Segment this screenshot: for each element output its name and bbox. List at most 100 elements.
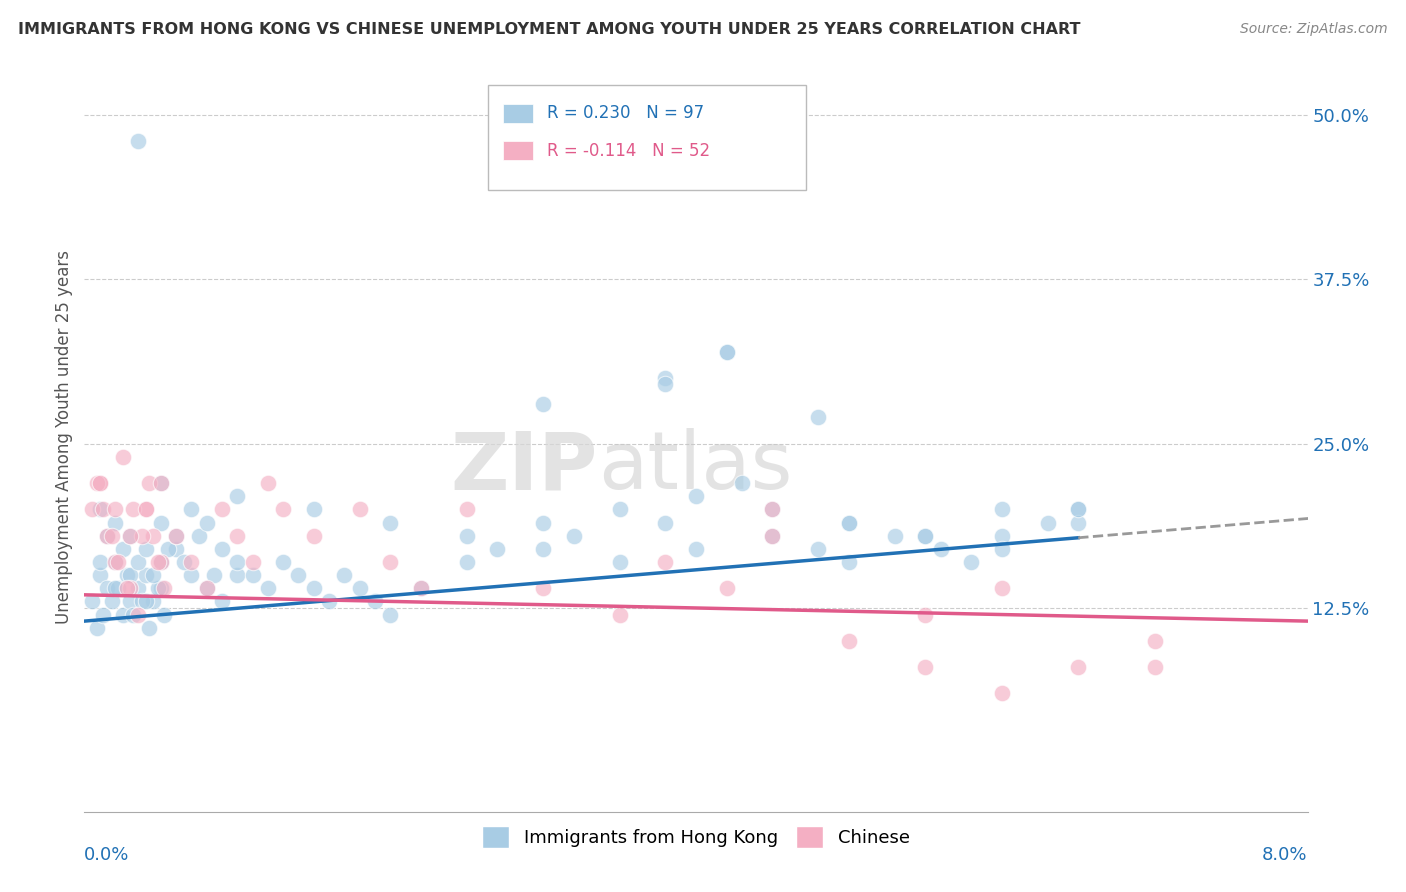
Point xyxy=(135,541,157,556)
Text: R = 0.230   N = 97: R = 0.230 N = 97 xyxy=(547,104,704,122)
Point xyxy=(149,516,172,530)
Point xyxy=(153,581,176,595)
Point xyxy=(302,581,325,595)
Point xyxy=(991,502,1014,516)
Point xyxy=(349,502,371,516)
Point xyxy=(380,607,402,622)
Point xyxy=(991,529,1014,543)
Point xyxy=(380,516,402,530)
Point xyxy=(89,568,111,582)
Point xyxy=(257,476,280,491)
Point xyxy=(318,594,340,608)
Point xyxy=(180,568,202,582)
Point xyxy=(838,516,860,530)
Point xyxy=(609,607,631,622)
Point xyxy=(120,529,142,543)
Point xyxy=(120,529,142,543)
Text: 0.0%: 0.0% xyxy=(84,847,129,864)
Point xyxy=(654,371,676,385)
Point xyxy=(96,581,118,595)
Point xyxy=(1036,516,1059,530)
Point xyxy=(380,555,402,569)
Point xyxy=(1143,660,1166,674)
Point xyxy=(127,607,149,622)
Point xyxy=(302,529,325,543)
Point xyxy=(838,555,860,569)
Point xyxy=(333,568,356,582)
Point xyxy=(654,516,676,530)
Point xyxy=(173,555,195,569)
Point xyxy=(1067,516,1090,530)
Point xyxy=(531,541,554,556)
Point xyxy=(89,476,111,491)
Point xyxy=(142,529,165,543)
Point xyxy=(195,516,218,530)
Point xyxy=(716,344,738,359)
Text: ZIP: ZIP xyxy=(451,428,598,506)
Point xyxy=(157,541,180,556)
Point xyxy=(104,555,127,569)
Text: atlas: atlas xyxy=(598,428,793,506)
Point xyxy=(104,502,127,516)
Point xyxy=(111,450,134,464)
Point xyxy=(716,344,738,359)
Point xyxy=(716,581,738,595)
Point xyxy=(287,568,309,582)
Point xyxy=(456,529,478,543)
Point xyxy=(1143,633,1166,648)
Point xyxy=(149,581,172,595)
Point xyxy=(226,568,249,582)
Point xyxy=(409,581,432,595)
Point xyxy=(149,476,172,491)
Point xyxy=(89,476,111,491)
Point xyxy=(111,607,134,622)
Point xyxy=(91,502,114,516)
Point xyxy=(149,476,172,491)
Point xyxy=(138,621,160,635)
Point xyxy=(685,541,707,556)
Text: 8.0%: 8.0% xyxy=(1263,847,1308,864)
Point xyxy=(211,594,233,608)
Point xyxy=(960,555,983,569)
Point xyxy=(142,594,165,608)
Point xyxy=(195,581,218,595)
Point xyxy=(135,502,157,516)
Point xyxy=(195,581,218,595)
Point xyxy=(120,594,142,608)
Point xyxy=(107,581,129,595)
Point xyxy=(135,502,157,516)
Point xyxy=(165,541,187,556)
Point xyxy=(456,555,478,569)
Point xyxy=(654,377,676,392)
Point xyxy=(991,541,1014,556)
Point xyxy=(914,607,936,622)
Point xyxy=(86,621,108,635)
Point xyxy=(914,529,936,543)
Point xyxy=(991,581,1014,595)
Point xyxy=(146,555,169,569)
Point xyxy=(761,502,783,516)
Point xyxy=(1067,502,1090,516)
Point xyxy=(609,555,631,569)
Point xyxy=(761,529,783,543)
Point xyxy=(153,607,176,622)
Point xyxy=(149,555,172,569)
Point xyxy=(122,502,145,516)
Point xyxy=(131,594,153,608)
FancyBboxPatch shape xyxy=(488,85,806,190)
Point xyxy=(135,568,157,582)
Point xyxy=(929,541,952,556)
Point xyxy=(131,529,153,543)
Point xyxy=(127,134,149,148)
Point xyxy=(531,516,554,530)
Point xyxy=(531,581,554,595)
Point xyxy=(685,489,707,503)
Point xyxy=(127,555,149,569)
Point xyxy=(761,529,783,543)
Point xyxy=(104,516,127,530)
Point xyxy=(101,529,124,543)
Point xyxy=(115,568,138,582)
Text: IMMIGRANTS FROM HONG KONG VS CHINESE UNEMPLOYMENT AMONG YOUTH UNDER 25 YEARS COR: IMMIGRANTS FROM HONG KONG VS CHINESE UNE… xyxy=(18,22,1081,37)
Point xyxy=(104,581,127,595)
Point xyxy=(1067,660,1090,674)
